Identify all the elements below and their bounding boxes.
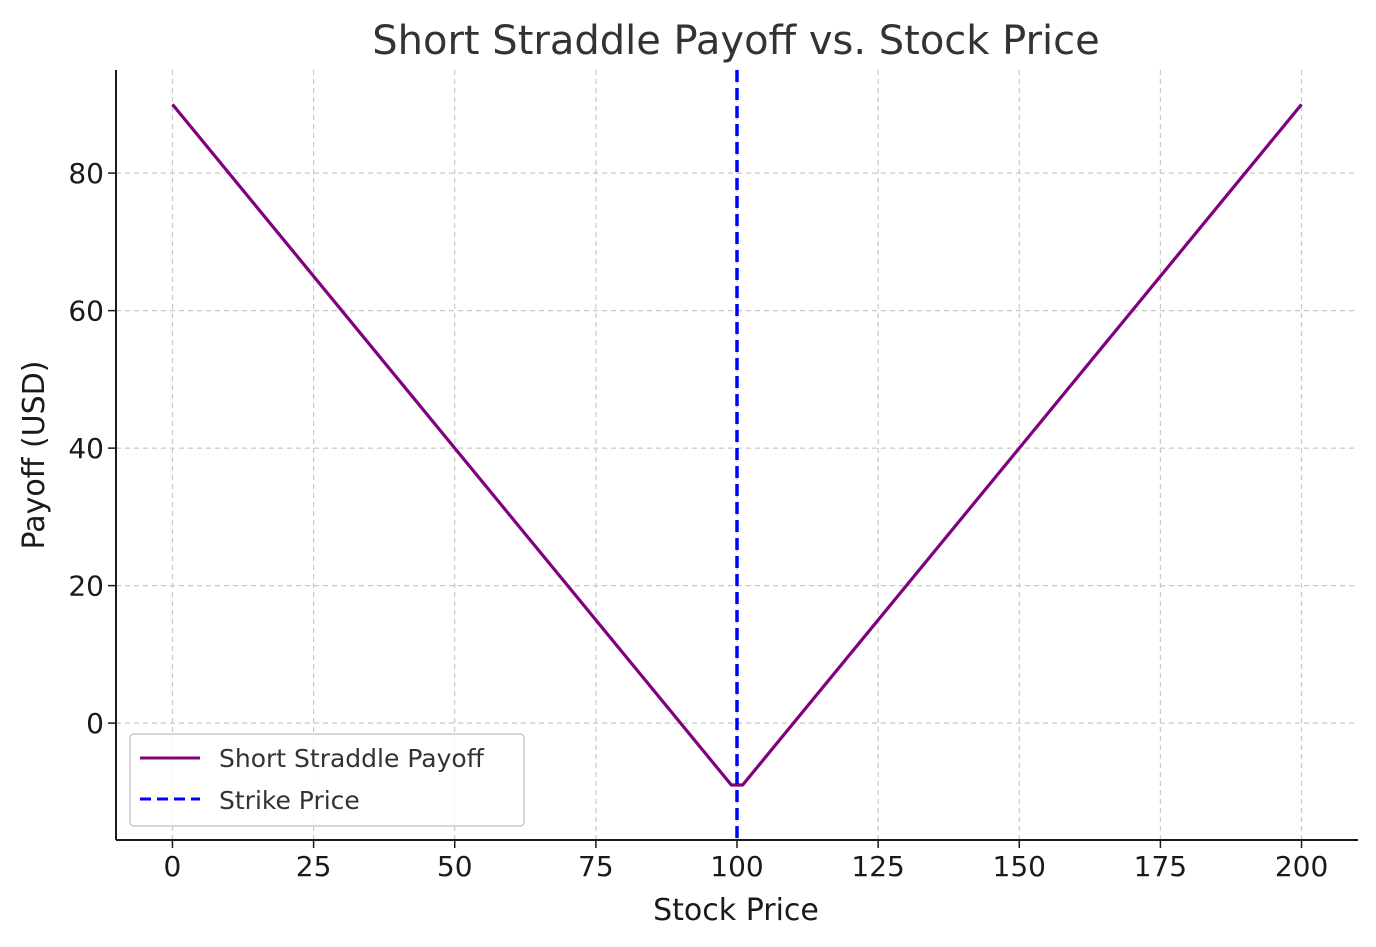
x-tick-label: 125 — [851, 850, 904, 883]
y-tick-label: 60 — [68, 295, 104, 328]
x-axis-label: Stock Price — [653, 893, 819, 928]
ticks: 0 25 50 75 100 125 150 175 200 0 20 40 60 80 — [68, 157, 1328, 883]
plot-area — [171, 70, 1303, 840]
chart-title: Short Straddle Payoff vs. Stock Price — [372, 18, 1100, 64]
legend-label-payoff: Short Straddle Payoff — [219, 744, 485, 773]
x-tick-label: 50 — [437, 850, 473, 883]
x-tick-label: 100 — [710, 850, 763, 883]
x-tick-label: 75 — [578, 850, 614, 883]
y-axis-label: Payoff (USD) — [17, 361, 52, 550]
y-tick-label: 40 — [68, 432, 104, 465]
x-tick-label: 200 — [1275, 850, 1328, 883]
legend: Short Straddle Payoff Strike Price — [129, 733, 525, 827]
payoff-line — [171, 103, 1303, 787]
y-tick-label: 20 — [68, 570, 104, 603]
y-tick-label: 80 — [68, 157, 104, 190]
legend-label-strike: Strike Price — [219, 786, 360, 815]
x-tick-label: 0 — [164, 850, 182, 883]
x-tick-label: 150 — [993, 850, 1046, 883]
x-tick-label: 25 — [296, 850, 332, 883]
y-tick-label: 0 — [86, 707, 104, 740]
legend-box — [129, 733, 525, 827]
x-tick-label: 175 — [1134, 850, 1187, 883]
